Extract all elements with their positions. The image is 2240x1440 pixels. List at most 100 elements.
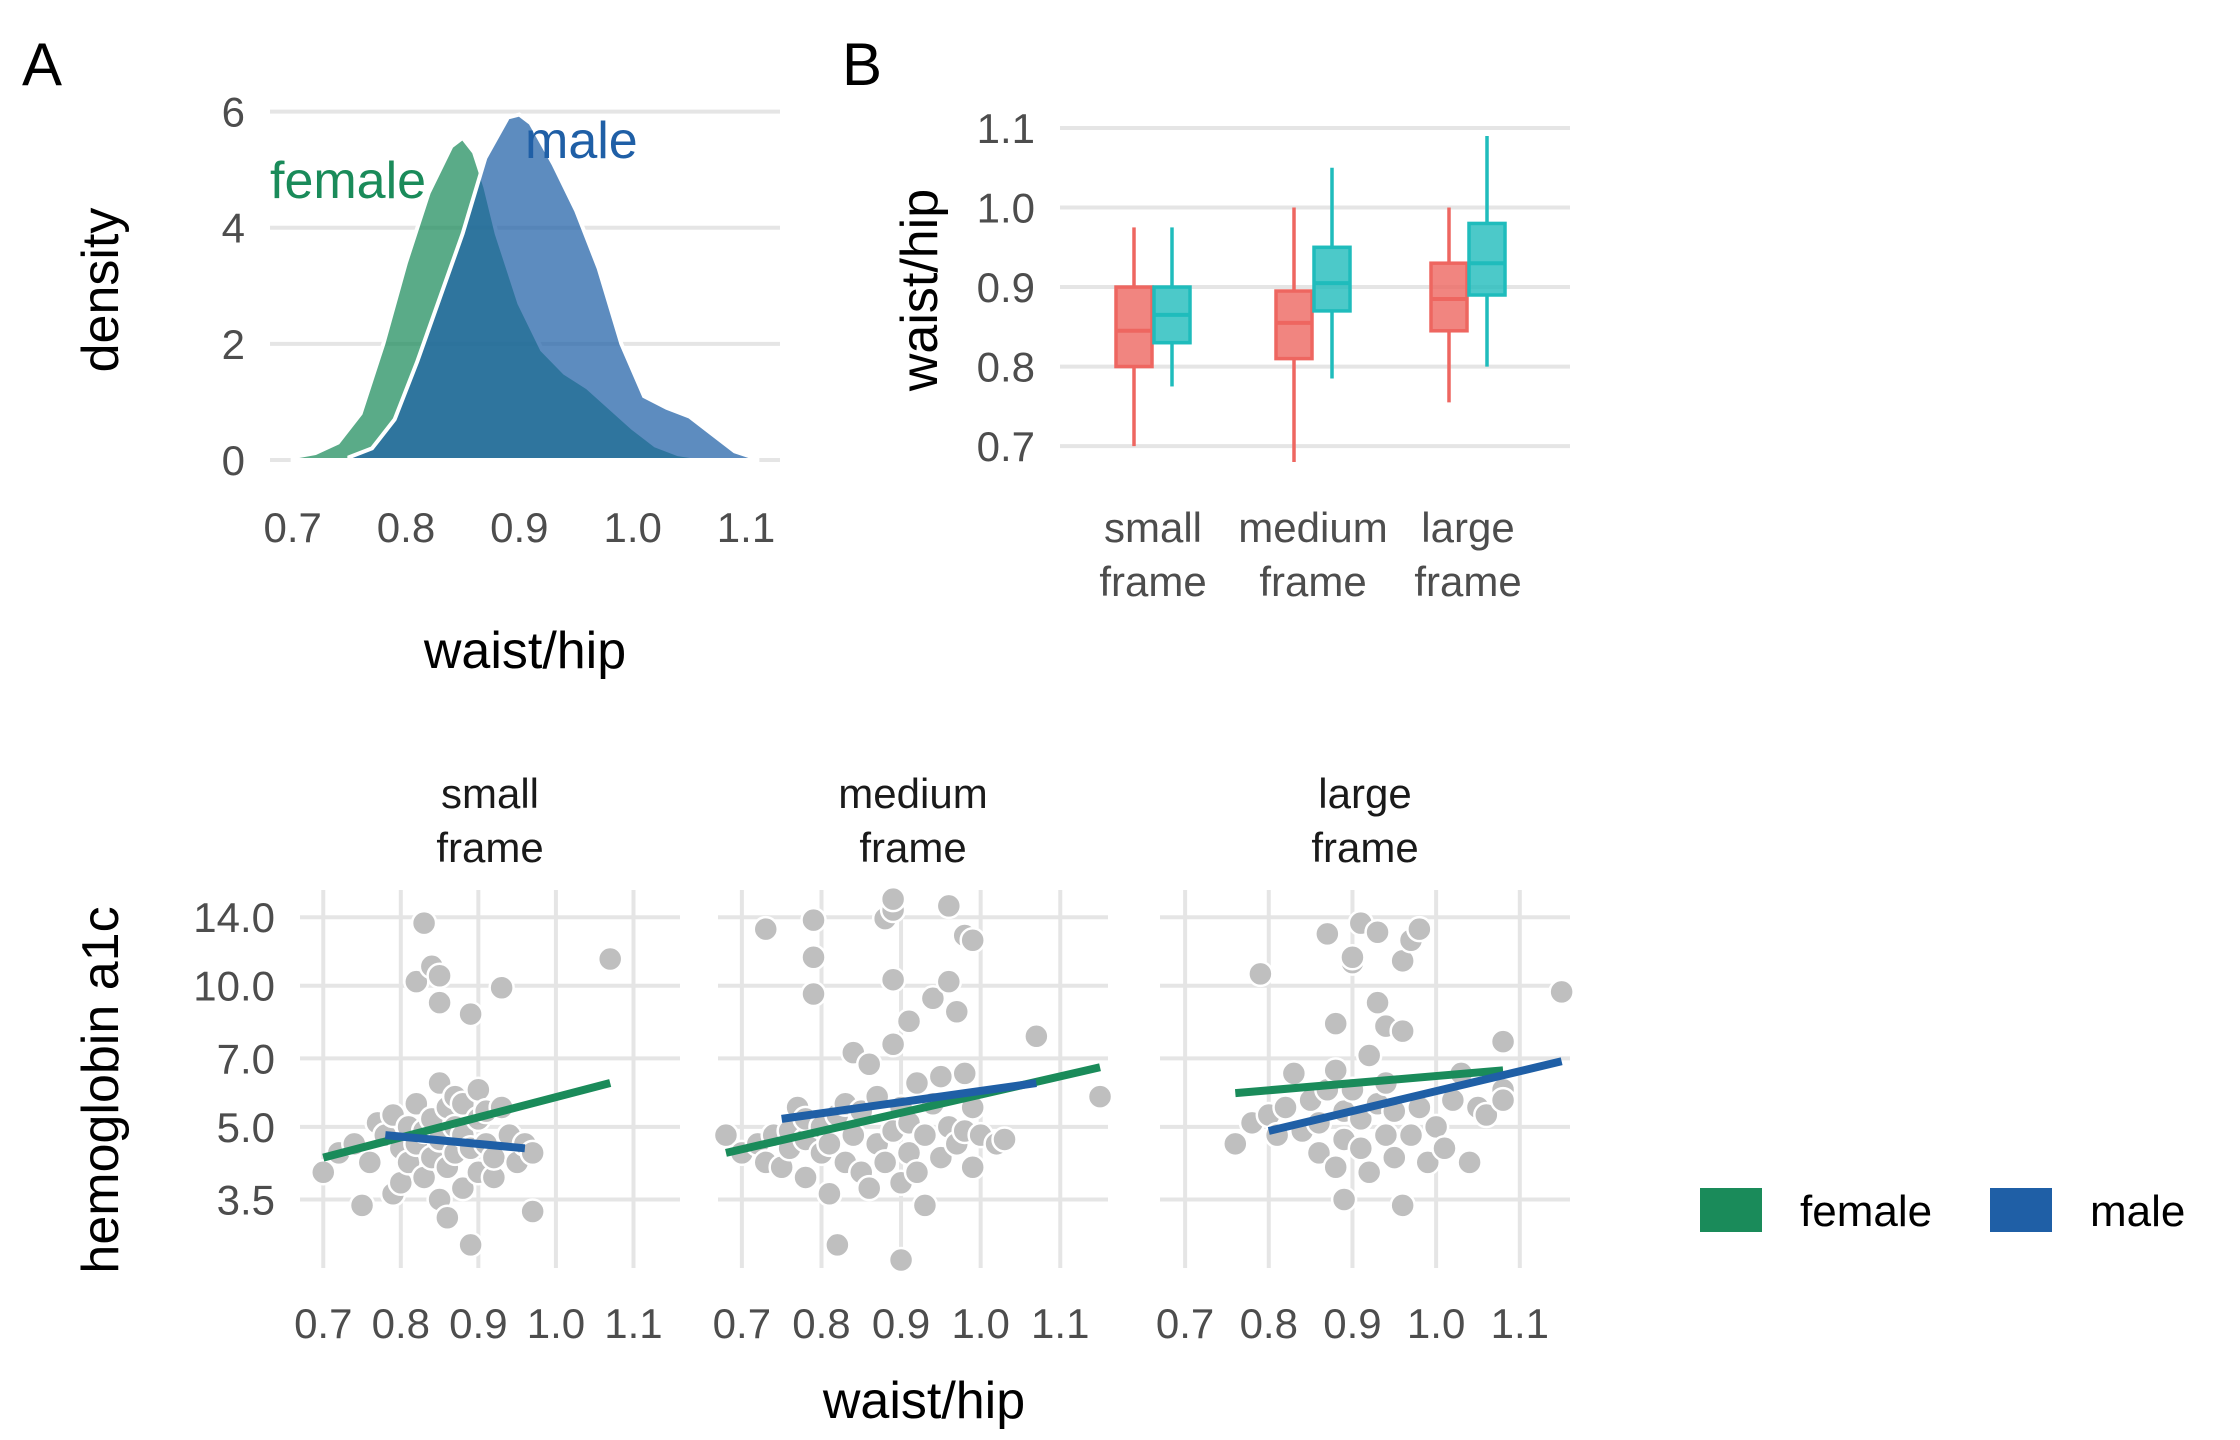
scatter-point	[457, 1000, 484, 1028]
scatter-point	[1339, 943, 1366, 971]
scatter-point	[449, 1174, 477, 1202]
fit-line-male	[384, 1131, 526, 1153]
scatter-point	[991, 1126, 1018, 1153]
legend: female male	[1700, 1187, 2185, 1236]
scatter-point	[1272, 1094, 1299, 1121]
scatter-point	[1364, 919, 1391, 946]
scatter-point	[919, 985, 947, 1012]
scatter-point	[1322, 1154, 1349, 1181]
boxplot-box	[1467, 221, 1507, 297]
boxplot-box	[1312, 245, 1352, 313]
facet-x-tick-label: 0.9	[872, 1300, 930, 1347]
scatter-point	[1381, 1144, 1408, 1171]
scatter-point	[1389, 1017, 1416, 1045]
boxplot-x-tick-label: medium	[1238, 504, 1387, 551]
facet-strip-label: frame	[436, 824, 543, 871]
density-x-tick-label: 0.9	[490, 504, 548, 551]
scatter-point	[871, 1149, 899, 1176]
scatter-y-axis-title: hemoglobin a1c	[72, 906, 130, 1273]
scatter-point	[1389, 1192, 1416, 1219]
boxplot-box	[1114, 285, 1154, 369]
facet-y-tick-label: 5.0	[217, 1104, 275, 1151]
scatter-point	[1247, 960, 1274, 988]
panel-tag-b: B	[842, 31, 882, 98]
scatter-point	[1305, 1139, 1333, 1167]
scatter-point	[895, 1007, 923, 1035]
scatter-point	[824, 1231, 851, 1259]
scatter-point	[903, 1069, 931, 1097]
scatter-point	[426, 989, 453, 1016]
facet-strip-label: frame	[1311, 824, 1418, 871]
density-x-tick-label: 1.0	[603, 504, 661, 551]
facet-y-tick-label: 14.0	[193, 894, 275, 941]
density-y-axis-title: density	[72, 208, 130, 373]
density-y-tick-label: 4	[222, 205, 245, 252]
density-y-tick-label: 0	[222, 437, 245, 484]
facet-panel: 0.7 0.8 0.9 1.0 1.1 large frame	[1156, 770, 1575, 1347]
scatter-point	[800, 980, 827, 1008]
scatter-point	[519, 1198, 546, 1225]
scatter-point	[959, 927, 986, 954]
scatter-point	[1280, 1060, 1308, 1087]
facet-strip-label: frame	[859, 824, 966, 871]
scatter-point	[410, 909, 438, 937]
legend-key-female	[1700, 1188, 1762, 1232]
fit-line-female	[322, 1079, 612, 1162]
scatter-point	[887, 1246, 915, 1274]
facet-strip-label: small	[441, 770, 539, 817]
fit-line-female	[725, 1063, 1101, 1157]
scatter-point	[855, 1050, 883, 1078]
facet-x-tick-label: 0.7	[294, 1300, 352, 1347]
boxplot-panel: 0.7 0.8 0.9 1.0 1.1 small frame medium frame larg…	[977, 105, 1570, 605]
scatter-point	[488, 974, 515, 1002]
scatter-point	[1322, 1057, 1349, 1084]
scatter-point	[1330, 1186, 1358, 1213]
density-y-tick-label: 6	[222, 89, 245, 136]
facet-x-tick-label: 0.8	[372, 1300, 430, 1347]
scatter-point	[879, 885, 907, 913]
scatter-point	[1372, 1121, 1400, 1149]
scatter-point	[855, 1174, 883, 1202]
facet-x-tick-label: 0.7	[713, 1300, 771, 1347]
facet-x-tick-label: 1.0	[527, 1300, 585, 1347]
facet-panel: 0.7 0.8 0.9 1.0 1.1 medium frame	[712, 770, 1114, 1347]
facet-x-tick-label: 0.9	[449, 1300, 507, 1347]
scatter-point	[1222, 1130, 1249, 1158]
density-area-male	[347, 112, 760, 462]
boxplot-x-tick-label: frame	[1414, 558, 1521, 605]
scatter-point	[348, 1192, 376, 1219]
scatter-point	[800, 943, 827, 971]
density-y-tick-label: 2	[222, 321, 245, 368]
facet-x-tick-label: 1.0	[1407, 1300, 1465, 1347]
density-x-axis-title: waist/hip	[423, 622, 626, 680]
facet-x-tick-label: 1.0	[951, 1300, 1009, 1347]
scatter-point	[434, 1204, 461, 1231]
scatter-point	[712, 1121, 740, 1149]
scatter-facets: 0.7 0.8 0.9 1.0 1.1 small frame 0.7 0.8 0.9 1.0 1.1…	[193, 770, 1575, 1347]
density-label-male: male	[525, 112, 638, 170]
scatter-point	[310, 1159, 337, 1186]
facet-x-tick-label: 1.1	[604, 1300, 662, 1347]
facet-y-tick-label: 10.0	[193, 963, 275, 1010]
facet-x-tick-label: 0.8	[792, 1300, 850, 1347]
density-x-tick-label: 0.7	[263, 504, 321, 551]
scatter-point	[879, 966, 907, 993]
facet-x-tick-label: 0.7	[1156, 1300, 1214, 1347]
scatter-point	[1397, 1121, 1425, 1149]
legend-label-male: male	[2090, 1187, 2185, 1236]
scatter-point	[1314, 920, 1341, 948]
boxplot-x-tick-label: small	[1104, 504, 1202, 551]
scatter-point	[800, 906, 827, 934]
scatter-point	[1456, 1149, 1483, 1176]
boxplot-x-tick-label: frame	[1259, 558, 1366, 605]
scatter-point	[1364, 989, 1391, 1016]
facet-x-tick-label: 0.9	[1323, 1300, 1381, 1347]
boxplot-x-tick-label: frame	[1099, 558, 1206, 605]
scatter-point	[1355, 1042, 1383, 1069]
density-x-tick-label: 0.8	[377, 504, 435, 551]
scatter-point	[1355, 1159, 1383, 1186]
boxplot-x-tick-label: large	[1421, 504, 1514, 551]
scatter-point	[1406, 915, 1433, 943]
facet-y-tick-label: 7.0	[217, 1035, 275, 1082]
fit-line-male	[1267, 1057, 1563, 1135]
